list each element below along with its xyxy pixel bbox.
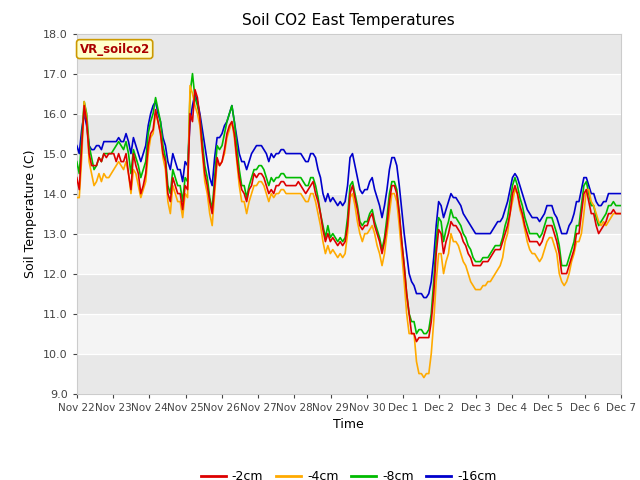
Bar <box>77 114 621 154</box>
Bar <box>77 34 621 73</box>
Bar <box>77 274 621 313</box>
Bar <box>77 354 621 394</box>
Bar <box>77 73 621 114</box>
Text: VR_soilco2: VR_soilco2 <box>79 43 150 56</box>
Legend: -2cm, -4cm, -8cm, -16cm: -2cm, -4cm, -8cm, -16cm <box>196 465 502 480</box>
Bar <box>77 193 621 234</box>
Bar <box>77 234 621 274</box>
Y-axis label: Soil Temperature (C): Soil Temperature (C) <box>24 149 38 278</box>
X-axis label: Time: Time <box>333 418 364 431</box>
Bar <box>77 313 621 354</box>
Title: Soil CO2 East Temperatures: Soil CO2 East Temperatures <box>243 13 455 28</box>
Bar <box>77 154 621 193</box>
